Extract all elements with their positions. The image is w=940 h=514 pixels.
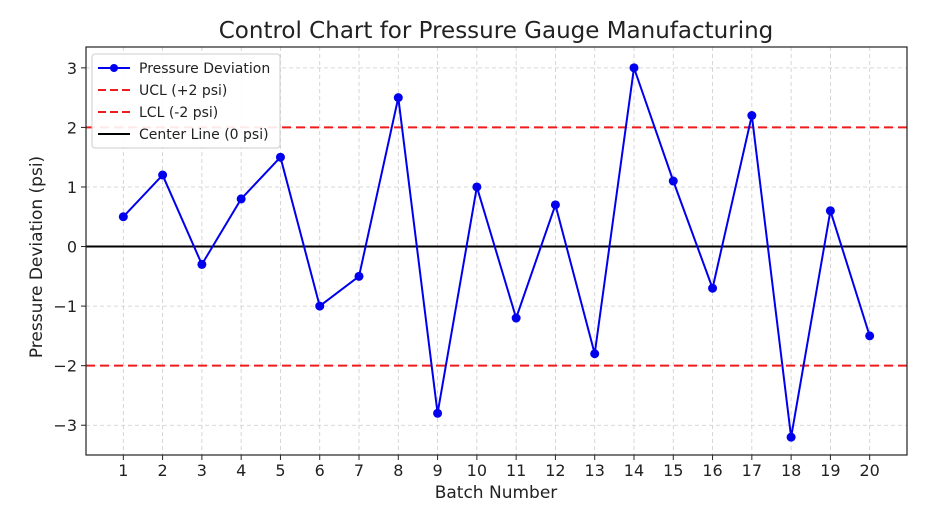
legend-label-1: UCL (+2 psi): [139, 83, 227, 99]
reference-lines: [86, 126, 907, 367]
data-point-batch-19: [825, 206, 835, 216]
data-point-batch-16: [708, 283, 718, 293]
x-tick-label-17: 17: [742, 461, 762, 480]
x-axis: 1 2 3 4 5 6 7 8 9 10 11 12 13 14 15 16 17 18 19 20: [118, 455, 880, 480]
y-axis: −3 −2 −1 0 1 2 3: [53, 59, 86, 435]
data-point-batch-15: [668, 176, 678, 186]
x-tick-label-15: 15: [663, 461, 683, 480]
data-point-batch-11: [511, 313, 521, 323]
x-tick-label-2: 2: [158, 461, 168, 480]
x-tick-label-3: 3: [197, 461, 207, 480]
data-point-batch-18: [786, 432, 796, 442]
x-tick-label-13: 13: [585, 461, 605, 480]
data-point-batch-10: [472, 182, 482, 192]
data-point-batch-14: [629, 63, 639, 73]
y-tick-label-2: −1: [53, 297, 77, 316]
plot-frame: [85, 46, 908, 456]
chart-title: Control Chart for Pressure Gauge Manufac…: [219, 18, 774, 44]
x-tick-label-11: 11: [506, 461, 526, 480]
x-tick-label-6: 6: [315, 461, 325, 480]
legend-box: [91, 53, 281, 149]
legend-label-3: Center Line (0 psi): [139, 127, 269, 143]
y-tick-label-1: −2: [53, 357, 77, 376]
legend-item-pressure-deviation: Pressure Deviation: [98, 61, 270, 77]
grid: [86, 47, 907, 455]
legend-label-0: Pressure Deviation: [139, 61, 270, 77]
y-tick-label-3: 0: [67, 238, 77, 257]
data-point-batch-6: [315, 301, 325, 311]
legend: Pressure Deviation UCL (+2 psi) LCL (-2 ps…: [91, 53, 281, 149]
data-point-batch-8: [393, 93, 403, 103]
x-tick-label-14: 14: [624, 461, 644, 480]
legend-label-2: LCL (-2 psi): [139, 105, 218, 121]
data-point-batch-13: [590, 349, 600, 359]
x-tick-label-19: 19: [820, 461, 840, 480]
legend-marker-0: [110, 64, 118, 72]
legend-item-lcl: LCL (-2 psi): [98, 105, 218, 121]
y-tick-label-5: 2: [67, 118, 77, 137]
data-point-batch-17: [747, 110, 757, 120]
data-point-batch-5: [275, 152, 285, 162]
x-tick-label-4: 4: [236, 461, 246, 480]
x-tick-label-12: 12: [545, 461, 565, 480]
x-tick-label-8: 8: [393, 461, 403, 480]
legend-item-center-line: Center Line (0 psi): [98, 127, 269, 143]
x-tick-label-18: 18: [781, 461, 801, 480]
data-point-batch-4: [236, 194, 246, 204]
x-tick-label-10: 10: [467, 461, 487, 480]
x-tick-label-9: 9: [432, 461, 442, 480]
x-tick-label-20: 20: [860, 461, 880, 480]
data-point-batch-12: [550, 200, 560, 210]
x-tick-label-1: 1: [118, 461, 128, 480]
y-tick-label-4: 1: [67, 178, 77, 197]
series: [118, 63, 875, 442]
x-axis-title: Batch Number: [435, 483, 558, 503]
data-point-batch-1: [118, 212, 128, 222]
x-tick-label-16: 16: [702, 461, 722, 480]
series-line-pressure-deviation: [122, 66, 871, 439]
y-tick-label-6: 3: [67, 59, 77, 78]
data-point-batch-7: [354, 271, 364, 281]
y-tick-label-0: −3: [53, 416, 77, 435]
x-tick-label-7: 7: [354, 461, 364, 480]
data-point-batch-3: [197, 259, 207, 269]
data-point-batch-2: [158, 170, 168, 180]
data-point-batch-9: [433, 408, 443, 418]
x-tick-label-5: 5: [275, 461, 285, 480]
data-point-batch-20: [865, 331, 875, 341]
legend-item-ucl: UCL (+2 psi): [98, 83, 227, 99]
y-axis-title: Pressure Deviation (psi): [27, 156, 47, 358]
